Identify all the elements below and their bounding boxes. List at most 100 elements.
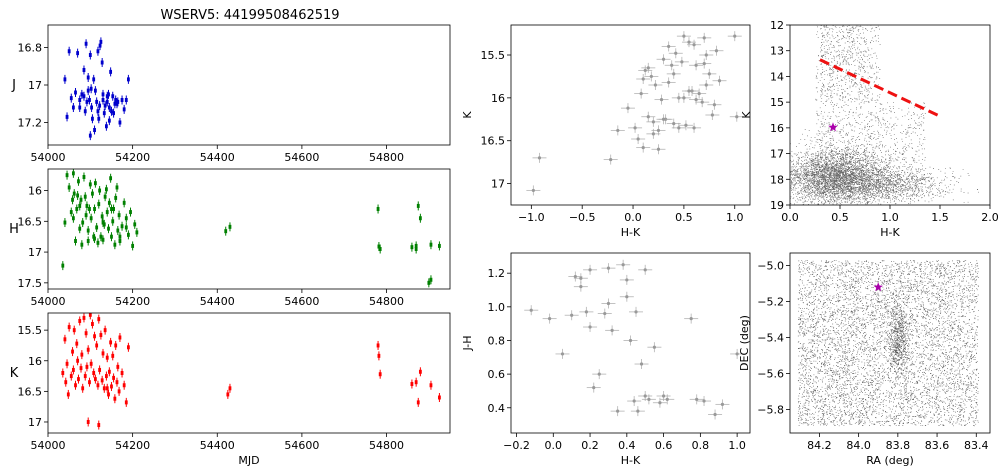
point-marker: [95, 99, 99, 104]
x-tick-label: −0.5: [569, 211, 596, 224]
figure-title: WSERV5: 44199508462519: [160, 8, 339, 23]
x-tick-label: 54400: [200, 295, 235, 308]
x-tick-label: 1.0: [726, 211, 744, 224]
point-marker: [93, 88, 97, 93]
point-marker: [661, 117, 666, 121]
point-marker: [626, 106, 630, 110]
point-marker: [118, 120, 122, 125]
point-marker: [80, 352, 84, 357]
data-point: [105, 383, 109, 393]
point-marker: [88, 53, 92, 57]
point-marker: [82, 94, 86, 99]
data-point: [114, 193, 118, 203]
data-point: [83, 192, 87, 202]
data-point: [86, 417, 90, 427]
data-point: [112, 108, 115, 118]
data-point: [101, 235, 105, 245]
point-marker: [120, 371, 124, 375]
data-point: [97, 420, 101, 430]
data-point: [69, 207, 73, 217]
data-point: [664, 60, 679, 71]
data-point: [228, 383, 232, 393]
panel-color-color: −0.2 0.0 0.2 0.4 0.6 0.8 1.0 0.4 0.6 0.8 1.0 1.2 H-K…: [461, 252, 751, 467]
axes-frame: [47, 312, 451, 434]
point-marker: [674, 51, 678, 55]
data-point: [95, 222, 99, 232]
y-tick-label: 14: [770, 70, 784, 83]
y-axis-label: J: [11, 78, 16, 93]
point-marker: [710, 113, 714, 117]
data-point: [634, 359, 649, 370]
point-marker: [69, 374, 73, 379]
point-marker: [672, 121, 676, 126]
point-marker: [101, 92, 105, 97]
point-marker: [659, 97, 664, 102]
point-marker: [689, 317, 693, 321]
x-tick-label: 54200: [115, 151, 150, 164]
data-point: [135, 227, 139, 237]
data-point: [82, 313, 86, 323]
data-point: [414, 377, 418, 387]
point-marker: [704, 83, 708, 87]
point-marker: [100, 60, 104, 65]
data-point: [418, 213, 422, 223]
data-point: [697, 58, 712, 69]
point-marker: [118, 234, 122, 239]
data-point: [702, 68, 717, 79]
data-point: [93, 234, 96, 244]
data-point: [410, 242, 414, 252]
data-point: [82, 172, 86, 182]
data-point: [74, 88, 77, 97]
point-marker: [414, 247, 418, 251]
data-point: [75, 204, 79, 214]
data-point: [705, 110, 720, 120]
data-point: [115, 182, 119, 192]
plot-area: [61, 313, 441, 430]
field-star-cloud: [790, 25, 979, 205]
data-point: [583, 322, 598, 333]
data-point: [605, 325, 620, 336]
point-marker: [643, 68, 647, 73]
point-marker: [684, 123, 688, 127]
point-marker: [88, 133, 92, 138]
data-point: [116, 226, 120, 236]
point-marker: [104, 374, 108, 379]
data-point: [93, 178, 97, 188]
data-point: [98, 365, 102, 375]
point-marker: [117, 213, 121, 218]
data-point: [85, 201, 89, 211]
data-point: [93, 125, 96, 135]
data-point: [656, 54, 671, 65]
point-marker: [733, 34, 737, 38]
data-point: [715, 399, 730, 410]
data-point: [66, 389, 70, 399]
point-marker: [634, 310, 638, 314]
x-tick-label: 54000: [31, 295, 66, 308]
data-point: [124, 213, 128, 223]
x-tick-label: 84.0: [846, 439, 871, 452]
x-tick-label: 0.6: [655, 439, 673, 452]
point-marker: [78, 226, 82, 231]
data-point: [620, 103, 635, 114]
data-point: [89, 84, 93, 94]
data-point: [86, 226, 90, 236]
x-axis-label: H-K: [880, 226, 900, 239]
data-point: [532, 152, 547, 163]
point-marker: [83, 374, 87, 379]
x-tick-label: 54800: [369, 295, 404, 308]
point-marker: [120, 224, 124, 229]
data-point: [74, 236, 77, 246]
point-marker: [102, 386, 106, 391]
point-marker: [90, 105, 93, 110]
x-tick-label: 0.0: [624, 211, 642, 224]
y-tick-label: −5.4: [757, 332, 784, 345]
data-point: [111, 351, 115, 361]
point-marker: [416, 400, 420, 405]
point-marker: [377, 244, 381, 249]
point-marker: [78, 203, 82, 208]
point-marker: [74, 239, 77, 243]
data-point: [64, 377, 68, 387]
y-tick-label: 17.2: [18, 117, 43, 130]
point-marker: [114, 98, 118, 102]
data-point: [636, 142, 651, 153]
